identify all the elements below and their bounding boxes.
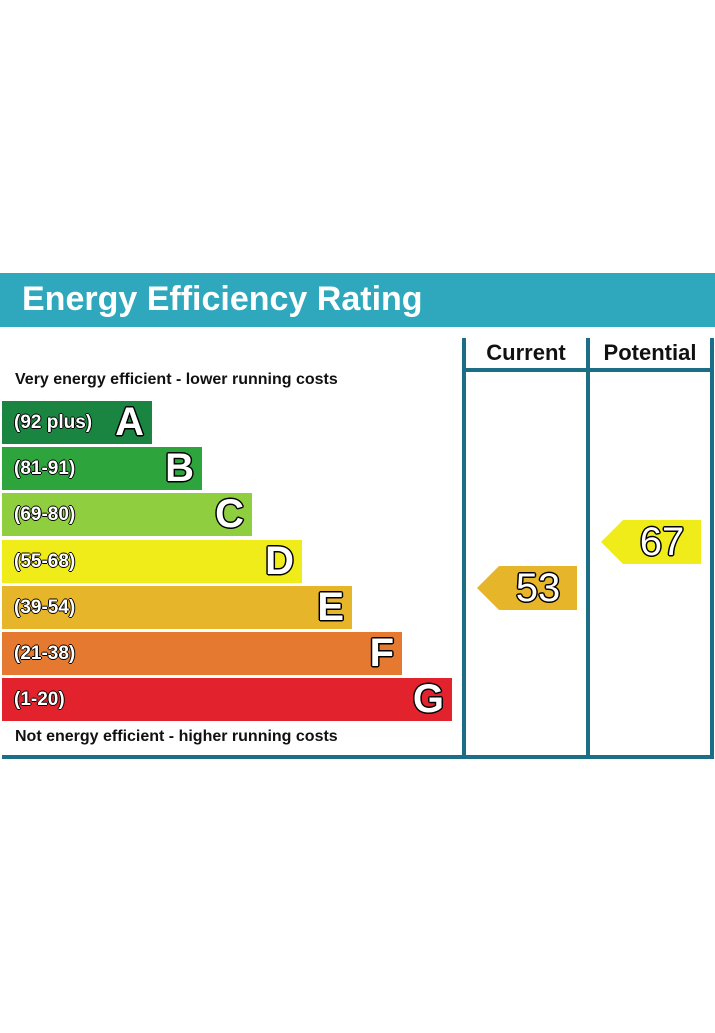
band-range-label: (1-20) xyxy=(14,689,65,711)
column-header-potential: Potential xyxy=(603,340,697,365)
potential-arrow-fill xyxy=(601,520,701,564)
frame-line-right xyxy=(710,338,714,759)
note-not-efficient: Not energy efficient - higher running co… xyxy=(15,728,338,745)
chart-title: Energy Efficiency Rating xyxy=(22,280,423,318)
frame-line-header-bottom xyxy=(462,368,714,372)
band-range-label: (21-38) xyxy=(14,643,76,664)
band-b: (81-91) B xyxy=(2,446,202,491)
band-letter-label: D xyxy=(265,538,294,583)
band-letter-label: B xyxy=(165,446,194,491)
band-range-label: (69-80) xyxy=(14,504,76,526)
band-letter-label: C xyxy=(215,492,244,537)
band-g: (1-20) G xyxy=(2,677,452,722)
band-e: (39-54) E xyxy=(2,584,352,629)
band-range-label: (81-91) xyxy=(14,458,76,480)
band-f: (21-38) F xyxy=(2,632,402,675)
band-letter-label: F xyxy=(369,631,394,675)
band-a: (92 plus) A xyxy=(2,401,152,444)
band-d: (55-68) D xyxy=(2,538,302,583)
note-very-efficient: Very energy efficient - lower running co… xyxy=(15,371,338,388)
current-arrow-fill xyxy=(477,566,577,610)
potential-arrow-shape xyxy=(601,520,701,564)
band-letter-label: G xyxy=(412,677,444,722)
column-header-current: Current xyxy=(486,340,566,365)
title-banner: Energy Efficiency Rating xyxy=(0,273,715,327)
frame-line-middle xyxy=(586,338,590,759)
band-range-label: (92 plus) xyxy=(14,412,93,433)
frame-line-bottom xyxy=(2,755,714,759)
band-letter-label: E xyxy=(317,584,344,629)
band-range-label: (39-54) xyxy=(14,596,76,618)
band-c: (69-80) C xyxy=(2,492,252,537)
current-rating-arrow: 53 xyxy=(477,566,577,610)
potential-rating-value: 67 xyxy=(639,520,685,564)
current-rating-value: 53 xyxy=(515,566,561,610)
frame-line-left xyxy=(462,338,466,759)
potential-rating-arrow: 67 xyxy=(601,520,701,564)
band-range-label: (55-68) xyxy=(14,550,76,572)
current-arrow-shape xyxy=(477,566,577,610)
band-letter-label: A xyxy=(115,400,144,444)
